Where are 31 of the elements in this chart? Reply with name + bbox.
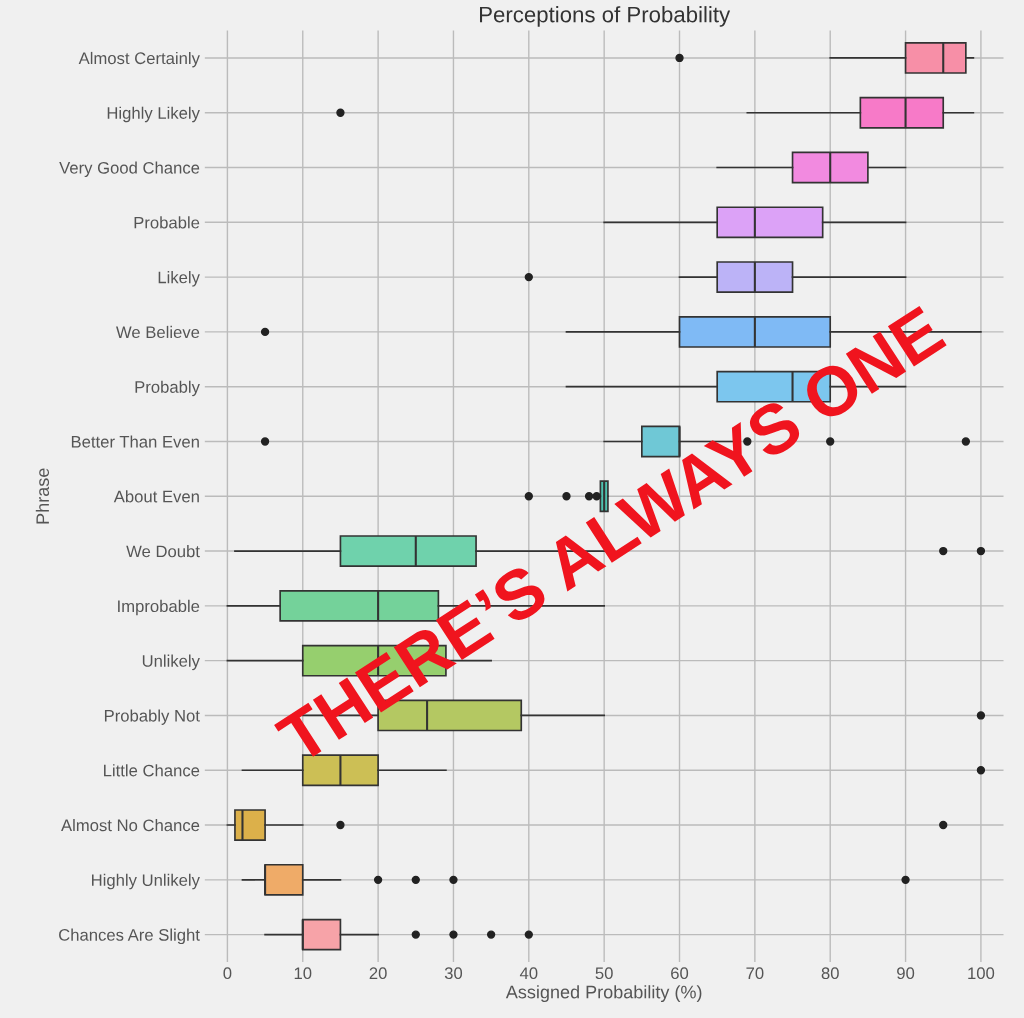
x-tick-label: 60 [671, 967, 689, 980]
y-tick-label: Chances Are Slight [59, 928, 200, 945]
y-tick-label: About Even [113, 490, 199, 503]
y-tick-label: We Doubt [126, 545, 200, 558]
x-tick-label: 20 [369, 967, 387, 980]
x-tick-label: 90 [897, 967, 915, 980]
x-tick-label: 30 [444, 967, 463, 980]
y-tick-label: Probably [135, 380, 200, 397]
y-tick-label: Likely [158, 271, 200, 287]
y-tick-label: Very Good Chance [59, 161, 200, 178]
y-tick-label: Better Than Even [71, 435, 199, 448]
x-tick-label: 100 [968, 967, 995, 980]
y-tick-label: Improbable [118, 599, 200, 616]
x-tick-label: 0 [223, 967, 232, 980]
x-tick-label: 50 [595, 967, 613, 980]
x-tick-label: 70 [746, 967, 764, 980]
y-tick-label: We Believe [116, 325, 200, 339]
y-tick-label: Highly Unlikely [92, 873, 200, 890]
y-axis-title: Phrase [35, 468, 50, 524]
x-tick-label: 10 [294, 967, 312, 980]
y-tick-label: Probably Not [104, 709, 200, 725]
y-tick-label: Almost No Chance [61, 818, 200, 832]
chart-title: Perceptions of Probability [480, 6, 731, 27]
y-tick-label: Probable [134, 216, 200, 229]
y-tick-label: Little Chance [104, 764, 200, 777]
x-tick-label: 40 [519, 967, 538, 980]
y-tick-label: Almost Certainly [78, 51, 200, 68]
x-axis-title: Assigned Probability (%) [505, 985, 702, 1003]
y-tick-label: Unlikely [142, 654, 200, 671]
x-tick-label: 80 [821, 967, 839, 980]
y-tick-label: Highly Likely [107, 106, 200, 123]
